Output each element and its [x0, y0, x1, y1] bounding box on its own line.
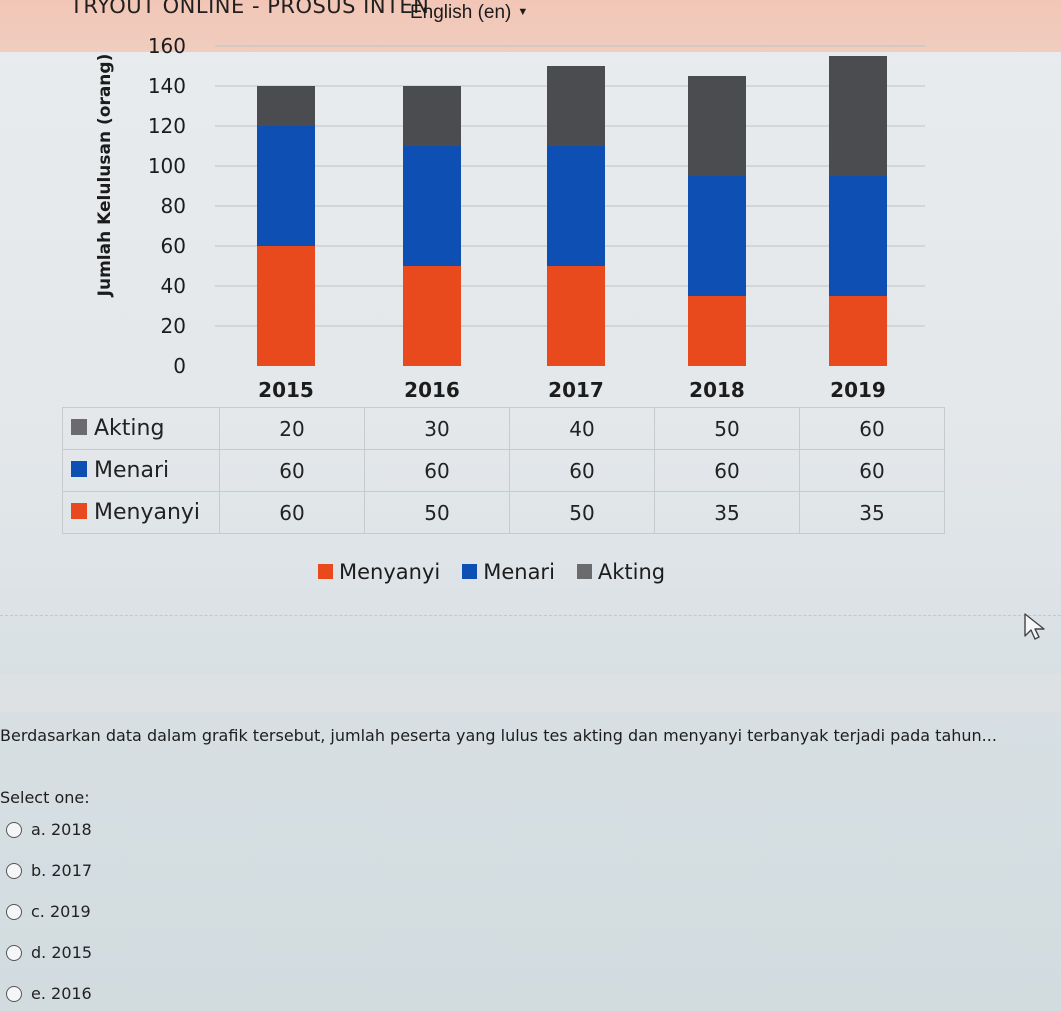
x-tick-label: 2015 [258, 378, 314, 400]
y-tick-label: 120 [148, 114, 186, 138]
table-cell: 35 [799, 491, 945, 534]
table-cell: 50 [654, 407, 800, 450]
answer-option-label: e. 2016 [31, 984, 92, 1003]
x-tick-label: 2016 [404, 378, 460, 400]
legend-label: Menyanyi [339, 560, 441, 584]
series-swatch-icon [71, 461, 87, 477]
table-row: Menyanyi 60 50 50 35 35 [62, 491, 945, 534]
legend-item: Menari [462, 560, 555, 584]
divider [0, 615, 1061, 616]
chart-legend: Menyanyi Menari Akting [318, 560, 687, 584]
table-row-label: Menyanyi [94, 500, 201, 525]
table-cell: 20 [219, 407, 365, 450]
table-cell: 60 [219, 449, 365, 492]
chevron-down-icon: ▼ [517, 6, 529, 18]
table-row-header: Menari [62, 449, 220, 492]
bar-segment-akting-2017 [547, 66, 605, 146]
bar-segment-akting-2015 [257, 86, 315, 126]
answer-option[interactable]: c. 2019 [6, 902, 91, 924]
radio-button[interactable] [6, 986, 22, 1002]
top-bar: TRYOUT ONLINE - PROSUS INTEN English (en… [0, 0, 1061, 52]
table-cell: 60 [219, 491, 365, 534]
table-cell: 60 [799, 407, 945, 450]
legend-label: Menari [483, 560, 555, 584]
select-one-label: Select one: [0, 788, 90, 807]
bar-segment-menari-2016 [403, 146, 461, 266]
chart-data-table: Akting 20 30 40 50 60 Menari 60 60 60 60 60 Menyanyi… [62, 407, 945, 534]
y-tick-label: 80 [161, 194, 186, 218]
table-cell: 50 [364, 491, 510, 534]
answer-option-label: d. 2015 [31, 943, 93, 962]
legend-item: Menyanyi [318, 560, 440, 584]
answer-option[interactable]: b. 2017 [6, 861, 92, 883]
legend-swatch-icon [462, 564, 478, 579]
answer-option[interactable]: a. 2018 [6, 820, 92, 842]
radio-button[interactable] [6, 904, 22, 920]
table-cell: 60 [364, 449, 510, 492]
bar-segment-menyanyi-2017 [547, 266, 605, 366]
bar-segment-menyanyi-2019 [829, 296, 887, 366]
y-tick-label: 140 [148, 74, 186, 98]
answer-option-label: b. 2017 [31, 861, 93, 880]
table-cell: 35 [654, 491, 800, 534]
table-cell: 60 [509, 449, 655, 492]
table-row-label: Menari [94, 458, 170, 483]
table-row-label: Akting [94, 416, 165, 441]
table-cell: 30 [364, 407, 510, 450]
radio-button[interactable] [6, 822, 22, 838]
answer-option-label: a. 2018 [31, 820, 92, 839]
answer-option[interactable]: e. 2016 [6, 984, 92, 1006]
bar-segment-menyanyi-2015 [257, 246, 315, 366]
series-swatch-icon [71, 419, 87, 435]
x-tick-label: 2017 [548, 378, 604, 400]
bar-segment-menari-2018 [688, 176, 746, 296]
y-axis-ticks: 0 20 40 60 80 100 120 140 160 [148, 34, 186, 378]
legend-swatch-icon [318, 564, 333, 579]
bar-segment-menyanyi-2016 [403, 266, 461, 366]
table-cell: 60 [654, 449, 800, 492]
table-cell: 50 [509, 491, 655, 534]
answer-option-label: c. 2019 [31, 902, 91, 921]
question-text: Berdasarkan data dalam grafik tersebut, … [0, 726, 997, 745]
series-swatch-icon [71, 503, 87, 519]
y-tick-label: 100 [148, 154, 186, 178]
x-tick-label: 2019 [830, 378, 886, 400]
legend-label: Akting [597, 560, 666, 584]
mouse-cursor-icon [1024, 613, 1045, 640]
y-axis-label: Jumlah Kelulusan (orang) [95, 54, 115, 298]
x-tick-label: 2018 [689, 378, 745, 400]
language-selector[interactable]: English (en) ▼ [410, 2, 528, 24]
radio-button[interactable] [6, 863, 22, 879]
table-row-header: Akting [62, 407, 220, 450]
y-tick-label: 20 [161, 314, 186, 338]
table-row-header: Menyanyi [62, 491, 220, 534]
answer-option[interactable]: d. 2015 [6, 943, 92, 965]
table-cell: 60 [799, 449, 945, 492]
bar-segment-menari-2019 [829, 176, 887, 296]
bar-segment-menari-2015 [257, 126, 315, 246]
language-label: English (en) [410, 2, 512, 23]
y-tick-label: 40 [161, 274, 186, 298]
bar-segment-akting-2016 [403, 86, 461, 146]
bar-segment-menari-2017 [547, 146, 605, 266]
table-cell: 40 [509, 407, 655, 450]
bar-segment-menyanyi-2018 [688, 296, 746, 366]
y-tick-label: 160 [148, 34, 186, 58]
radio-button[interactable] [6, 945, 22, 961]
legend-item: Akting [576, 560, 666, 584]
table-row: Menari 60 60 60 60 60 [62, 449, 945, 492]
x-axis-ticks: 2015 2016 2017 2018 2019 [258, 378, 886, 400]
y-tick-label: 0 [173, 354, 186, 378]
question-header-band [0, 674, 1061, 712]
bar-segment-akting-2019 [829, 56, 887, 176]
y-tick-label: 60 [161, 234, 186, 258]
legend-swatch-icon [576, 564, 592, 579]
chart-bars [257, 56, 887, 366]
table-row: Akting 20 30 40 50 60 [62, 407, 945, 450]
bar-segment-akting-2018 [688, 76, 746, 176]
site-title: TRYOUT ONLINE - PROSUS INTEN [70, 0, 430, 18]
